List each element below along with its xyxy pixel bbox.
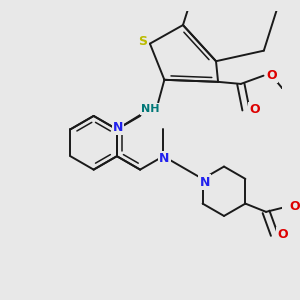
Text: O: O — [266, 69, 277, 82]
Text: N: N — [113, 121, 123, 134]
Text: O: O — [249, 103, 260, 116]
Text: N: N — [159, 152, 170, 165]
Text: NH: NH — [141, 104, 159, 114]
Text: S: S — [138, 35, 147, 48]
Text: O: O — [277, 228, 288, 241]
Text: N: N — [200, 176, 210, 188]
Text: O: O — [290, 200, 300, 213]
